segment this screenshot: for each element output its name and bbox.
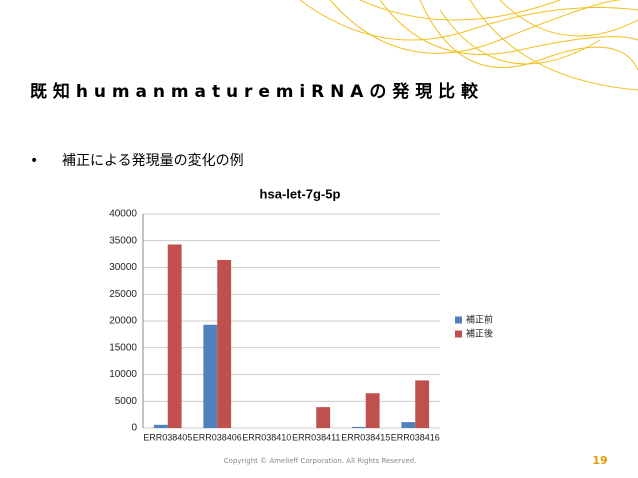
chart-title: hsa-let-7g-5p (260, 186, 341, 201)
decoration (299, 0, 638, 91)
bar (153, 424, 168, 428)
x-tick-label: ERR038405 (143, 432, 192, 442)
y-tick-label: 25000 (109, 289, 137, 300)
bar (401, 422, 416, 428)
bar (351, 426, 366, 428)
legend-label: 補正後 (466, 327, 493, 338)
x-tick-label: ERR038415 (341, 432, 390, 442)
y-tick-label: 15000 (109, 342, 137, 353)
slide-title: 既 知 h u m a n m a t u r e m i R N A の 発 … (30, 81, 479, 102)
y-tick-label: 10000 (109, 369, 137, 380)
y-tick-label: 0 (131, 423, 137, 434)
copyright: Copyright © Amelieff Corporation. All Ri… (224, 457, 417, 465)
x-tick-label: ERR038411 (292, 432, 340, 442)
x-tick-label: ERR038406 (193, 432, 242, 442)
x-tick-label: ERR038416 (391, 432, 440, 442)
bar (316, 407, 331, 428)
bullet-marker: • (30, 153, 38, 169)
y-tick-label: 40000 (109, 209, 137, 220)
bar (415, 380, 430, 428)
y-tick-label: 20000 (109, 316, 137, 327)
bar (167, 244, 182, 428)
bar (365, 393, 380, 428)
legend-swatch (455, 330, 462, 338)
bar (203, 324, 218, 428)
bar (217, 260, 232, 428)
bullet-text: 補正による発現量の変化の例 (62, 152, 244, 169)
y-tick-label: 30000 (109, 262, 137, 273)
y-tick-label: 35000 (109, 235, 137, 246)
legend-swatch (455, 316, 462, 324)
y-tick-label: 5000 (115, 396, 138, 407)
legend-label: 補正前 (466, 313, 493, 324)
page-number: 19 (592, 454, 607, 467)
x-tick-label: ERR038410 (242, 432, 291, 442)
